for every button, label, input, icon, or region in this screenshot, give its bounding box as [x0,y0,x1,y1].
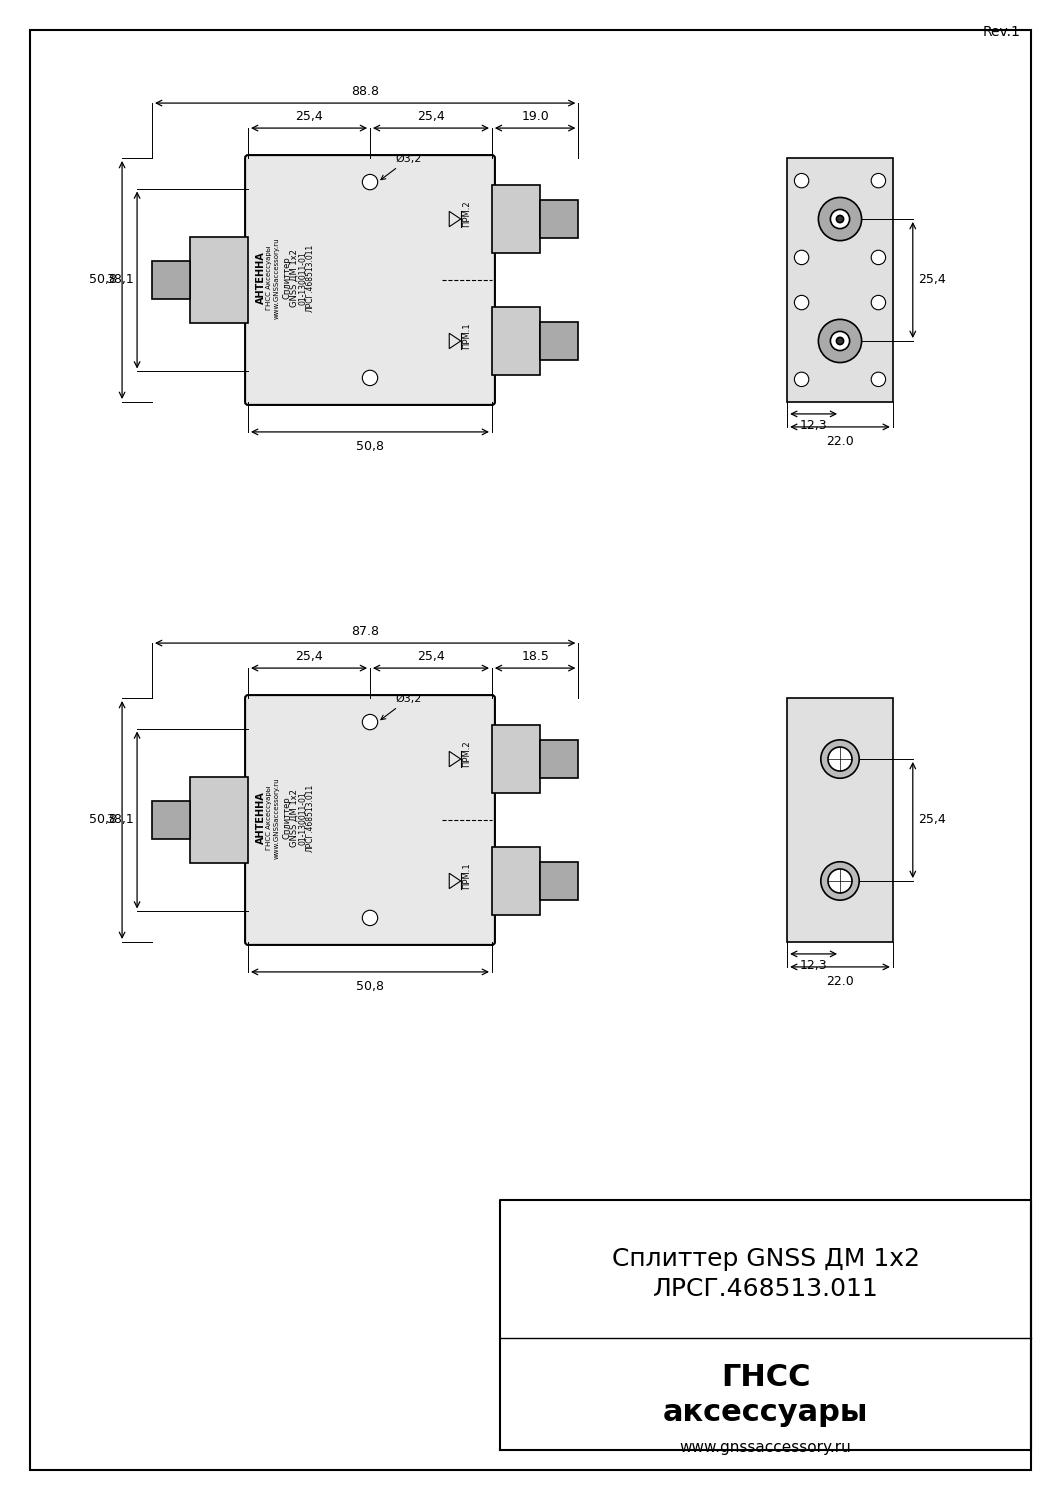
Text: ПРМ.1: ПРМ.1 [463,862,471,889]
Text: 88.8: 88.8 [351,86,379,98]
Text: 25,4: 25,4 [417,110,445,123]
Circle shape [362,174,378,190]
FancyBboxPatch shape [245,694,494,945]
Bar [152,801,191,838]
Circle shape [795,251,808,264]
Text: 25,4: 25,4 [295,110,323,123]
Text: АНТЕННА: АНТЕННА [256,792,266,844]
Text: Ø3,2: Ø3,2 [381,694,421,720]
Circle shape [362,910,378,926]
Circle shape [821,740,859,778]
Text: 12,3: 12,3 [800,958,828,972]
Text: 22.0: 22.0 [827,975,854,988]
Text: Сплиттер: Сплиттер [282,796,291,840]
Bar [191,237,248,322]
Text: Rev.1: Rev.1 [982,26,1020,39]
Circle shape [836,216,843,222]
Text: ЛРСГ.468513.011: ЛРСГ.468513.011 [306,784,315,852]
Text: GNSS ДМ 1х2: GNSS ДМ 1х2 [290,249,299,308]
Circle shape [795,372,808,387]
Text: аксессуары: аксессуары [663,1398,868,1426]
Text: 19.0: 19.0 [521,110,549,123]
Circle shape [871,296,886,310]
Bar [492,726,540,792]
Text: 18.5: 18.5 [521,650,549,663]
Text: Ø3,2: Ø3,2 [381,154,421,180]
Bar [191,777,248,862]
Bar [540,862,578,900]
Bar [540,200,578,238]
Bar [787,698,892,942]
Circle shape [795,174,808,188]
Text: 38,1: 38,1 [106,273,134,286]
FancyBboxPatch shape [245,154,494,405]
Bar [540,740,578,778]
Circle shape [795,296,808,310]
Bar [787,158,892,402]
Text: ЛРСГ.468513.011: ЛРСГ.468513.011 [306,244,315,312]
Text: 87.8: 87.8 [351,626,379,638]
Text: ГНСС Аксессуары: ГНСС Аксессуары [266,246,272,310]
Text: 50,8: 50,8 [89,813,117,826]
Text: 50,8: 50,8 [356,980,384,993]
Text: www.GNSSaccessory.ru: www.GNSSaccessory.ru [274,237,280,320]
Text: ПРМ.2: ПРМ.2 [463,741,471,768]
Text: 25,4: 25,4 [918,273,945,286]
Text: 01-130011-01: 01-130011-01 [298,251,307,305]
Text: АНТЕННА: АНТЕННА [256,252,266,305]
Text: ПРМ.2: ПРМ.2 [463,201,471,228]
Circle shape [821,862,859,900]
Text: www.gnssaccessory.ru: www.gnssaccessory.ru [680,1440,851,1455]
Text: www.GNSSaccessory.ru: www.GNSSaccessory.ru [274,777,280,859]
Text: ГНСС Аксессуары: ГНСС Аксессуары [266,786,272,850]
Bar [492,308,540,375]
Text: 22.0: 22.0 [827,435,854,448]
Circle shape [828,747,852,771]
Circle shape [362,714,378,730]
Circle shape [831,210,850,228]
Bar [540,322,578,360]
Text: 25,4: 25,4 [295,650,323,663]
Text: ЛРСГ.468513.011: ЛРСГ.468513.011 [653,1276,879,1300]
Text: 01-130011-01: 01-130011-01 [298,790,307,844]
Bar [152,261,191,299]
Text: ПРМ.1: ПРМ.1 [463,322,471,350]
Text: 38,1: 38,1 [106,813,134,826]
Circle shape [362,370,378,386]
Circle shape [836,338,843,345]
Circle shape [828,868,852,892]
Circle shape [831,332,850,351]
Text: 12,3: 12,3 [800,419,828,432]
Bar [492,847,540,915]
Text: ГНСС: ГНСС [720,1364,811,1392]
Text: GNSS ДМ 1х2: GNSS ДМ 1х2 [290,789,299,847]
Circle shape [871,372,886,387]
Text: 25,4: 25,4 [918,813,945,826]
Circle shape [818,320,862,363]
Text: 50,8: 50,8 [356,440,384,453]
Text: Сплиттер GNSS ДМ 1х2: Сплиттер GNSS ДМ 1х2 [611,1246,920,1270]
Text: Сплиттер: Сплиттер [282,256,291,300]
Text: 50,8: 50,8 [89,273,117,286]
Circle shape [871,251,886,264]
Text: 25,4: 25,4 [417,650,445,663]
Circle shape [818,198,862,240]
Circle shape [871,174,886,188]
Bar [492,186,540,252]
